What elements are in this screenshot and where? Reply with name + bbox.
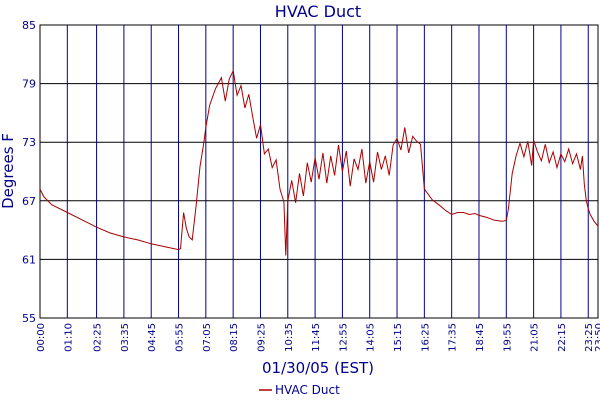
y-tick-label: 67: [22, 195, 36, 208]
y-axis-label: Degrees F: [0, 133, 17, 209]
legend-label: HVAC Duct: [275, 383, 340, 397]
x-tick-label: 05:55: [175, 323, 186, 352]
x-tick-label: 11:45: [311, 323, 322, 352]
x-tick-label: 16:25: [420, 323, 431, 352]
x-tick-label: 23:50: [594, 323, 600, 352]
x-tick-label: 09:25: [256, 323, 267, 352]
x-tick-label: 10:35: [284, 323, 295, 352]
x-tick-label: 12:55: [338, 323, 349, 352]
y-tick-label: 61: [22, 253, 36, 266]
x-tick-label: 01:10: [63, 323, 74, 352]
x-tick-label: 23:25: [584, 323, 595, 352]
x-tick-label: 02:25: [93, 323, 104, 352]
y-tick-label: 85: [22, 19, 36, 32]
x-tick-label: 22:15: [557, 323, 568, 352]
x-tick-label: 03:35: [120, 323, 131, 352]
x-tick-label: 08:15: [229, 323, 240, 352]
x-tick-label: 17:35: [448, 323, 459, 352]
grid-lines: [40, 25, 598, 318]
x-tick-label: 00:00: [36, 323, 47, 352]
y-tick-label: 55: [22, 312, 36, 325]
x-tick-label: 07:05: [202, 323, 213, 352]
y-tick-label: 73: [22, 136, 36, 149]
y-axis-ticks: 55 61 67 73 79 85: [22, 19, 36, 325]
series-line-hvac-duct: [39, 69, 599, 256]
x-tick-label: 14:05: [366, 323, 377, 352]
x-tick-label: 19:55: [502, 323, 513, 352]
x-axis-ticks: 00:00 01:10 02:25 03:35 04:45 05:55 07:05 08:15…: [36, 323, 600, 352]
x-tick-label: 04:45: [147, 323, 158, 352]
chart-title: HVAC Duct: [275, 2, 361, 21]
plot-area: [39, 24, 599, 319]
x-tick-label: 15:15: [393, 323, 404, 352]
x-tick-label: 21:05: [530, 323, 541, 352]
legend: HVAC Duct: [259, 383, 340, 397]
x-tick-label: 18:45: [475, 323, 486, 352]
y-tick-label: 79: [22, 78, 36, 91]
x-axis-label: 01/30/05 (EST): [262, 359, 374, 377]
